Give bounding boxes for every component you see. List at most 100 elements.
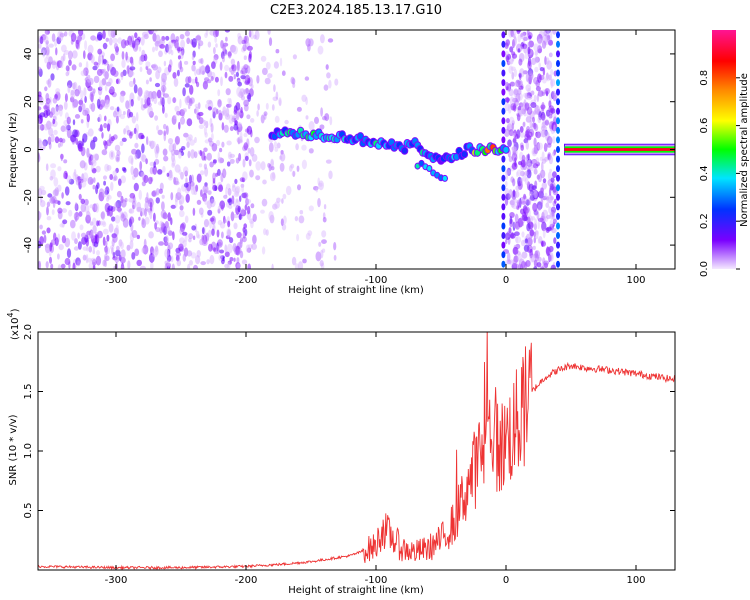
spectrogram-cell xyxy=(530,102,537,108)
spectrogram-cell xyxy=(38,260,42,269)
spectrogram-cell xyxy=(267,30,271,35)
snr-line xyxy=(38,332,675,570)
spectrogram-cell xyxy=(235,245,241,256)
spectrogram-cell xyxy=(320,262,325,269)
spectrogram-cell xyxy=(117,37,122,44)
spectrogram-cell xyxy=(542,228,546,239)
spectrogram-cell xyxy=(203,125,207,136)
spectrogram-cell xyxy=(61,208,68,213)
spectrogram-cell xyxy=(142,104,149,109)
spectrogram-cell xyxy=(57,166,62,172)
spectrogram-cell xyxy=(224,263,230,269)
spectrogram-cell xyxy=(45,261,49,269)
spectrogram-cell xyxy=(64,93,68,102)
spectrogram-cell xyxy=(533,231,537,238)
spectrogram-cell xyxy=(88,262,93,269)
spectrogram-cell xyxy=(50,133,55,143)
spectrogram-cell xyxy=(234,187,240,196)
spectrogram-cell xyxy=(210,76,214,81)
spectrogram-cell xyxy=(291,78,296,85)
spectrogram-cell xyxy=(126,65,130,75)
spectrogram-cell xyxy=(212,221,216,230)
spectrogram-cell xyxy=(545,57,550,65)
spectrogram-cell xyxy=(233,213,239,219)
spectrogram-cell xyxy=(213,247,216,252)
spectrogram-cell xyxy=(170,192,174,201)
spectrogram-cell xyxy=(516,43,522,53)
spectrogram-cell xyxy=(87,85,93,92)
spectrogram-cell xyxy=(509,81,516,87)
spectrogram-cell xyxy=(134,248,140,257)
spectrogram-cell xyxy=(224,113,231,120)
spectrogram-cell xyxy=(104,163,110,172)
spectrogram-cell xyxy=(51,59,57,69)
spectrogram-cell xyxy=(243,88,250,95)
spectrogram-cell xyxy=(75,137,79,145)
spectrogram-cell xyxy=(276,197,281,203)
spectrogram-cell xyxy=(79,98,83,108)
spectrogram-cell xyxy=(508,129,514,137)
spectrogram-cell xyxy=(230,211,235,222)
spectrogram-cell xyxy=(96,98,101,109)
spectrogram-cell xyxy=(232,183,236,188)
spectrogram-cell xyxy=(512,97,518,103)
spectrogram-cell xyxy=(184,170,188,177)
spectrogram-cell xyxy=(178,195,185,205)
spectrogram-cell xyxy=(526,169,532,179)
spectrogram-cell xyxy=(206,99,213,105)
spectrogram-cell xyxy=(545,202,550,208)
spectrogram-cell xyxy=(516,169,523,177)
spectrogram-cell xyxy=(50,73,55,81)
spectrogram-cell xyxy=(89,204,94,209)
spectrogram-cell xyxy=(49,242,53,252)
spectrogram-cell xyxy=(234,178,238,184)
spectrogram-cell xyxy=(138,216,141,221)
spectrogram-cell xyxy=(513,69,518,77)
spectrogram-cell xyxy=(206,64,210,71)
spectrogram-cell xyxy=(540,187,544,194)
spectrogram-cell xyxy=(92,225,97,234)
spectrogram-cell xyxy=(547,194,553,204)
spectrogram-cell xyxy=(507,58,514,65)
spectrogram-cell xyxy=(241,259,248,265)
snr-marks xyxy=(38,332,675,570)
spectrogram-cell xyxy=(129,239,134,250)
spectrogram-cell xyxy=(178,243,184,252)
spectrogram-cell xyxy=(101,149,108,156)
spectrogram-cell xyxy=(202,80,208,90)
spectrogram-cell xyxy=(95,234,98,244)
spectrogram-cell xyxy=(65,71,69,77)
spectrogram-cell xyxy=(317,197,321,208)
spectrogram-cell xyxy=(112,70,119,77)
spectrogram-cell xyxy=(64,257,71,266)
spectrogram-cell xyxy=(192,60,196,65)
spectrogram-cell xyxy=(240,183,245,188)
spectrogram-cell xyxy=(74,114,81,119)
spectrogram-edge-cell xyxy=(501,88,506,96)
spectrogram-cell xyxy=(221,122,225,131)
spectrogram-cell xyxy=(237,81,242,87)
spectrogram-cell xyxy=(280,150,284,155)
spectrogram-cell xyxy=(140,211,143,217)
spectrogram-cell xyxy=(39,112,46,118)
spectrogram-cell xyxy=(72,262,76,269)
spectrogram-cell xyxy=(90,35,96,41)
spectrogram-cell xyxy=(172,97,177,103)
spectrogram-cell xyxy=(121,59,126,68)
spectrogram-cell xyxy=(529,254,536,263)
spectrogram-cell xyxy=(230,44,236,53)
spectrogram-cell xyxy=(101,132,104,139)
spectrogram-cell xyxy=(227,188,232,196)
spectrogram-cell xyxy=(42,140,47,150)
spectrogram-cell xyxy=(552,30,557,35)
spectrogram-cell xyxy=(153,212,156,222)
spectrogram-cell xyxy=(241,39,246,45)
spectrogram-cell xyxy=(531,216,535,221)
spectrogram-cell xyxy=(543,142,548,152)
spectrogram-cell xyxy=(102,236,106,246)
spectrogram-cell xyxy=(123,111,126,115)
spectrogram-cell xyxy=(130,157,134,166)
spectrogram-cell xyxy=(55,104,59,112)
spectrogram-cell xyxy=(48,127,54,137)
spectrogram-cell xyxy=(243,223,247,229)
